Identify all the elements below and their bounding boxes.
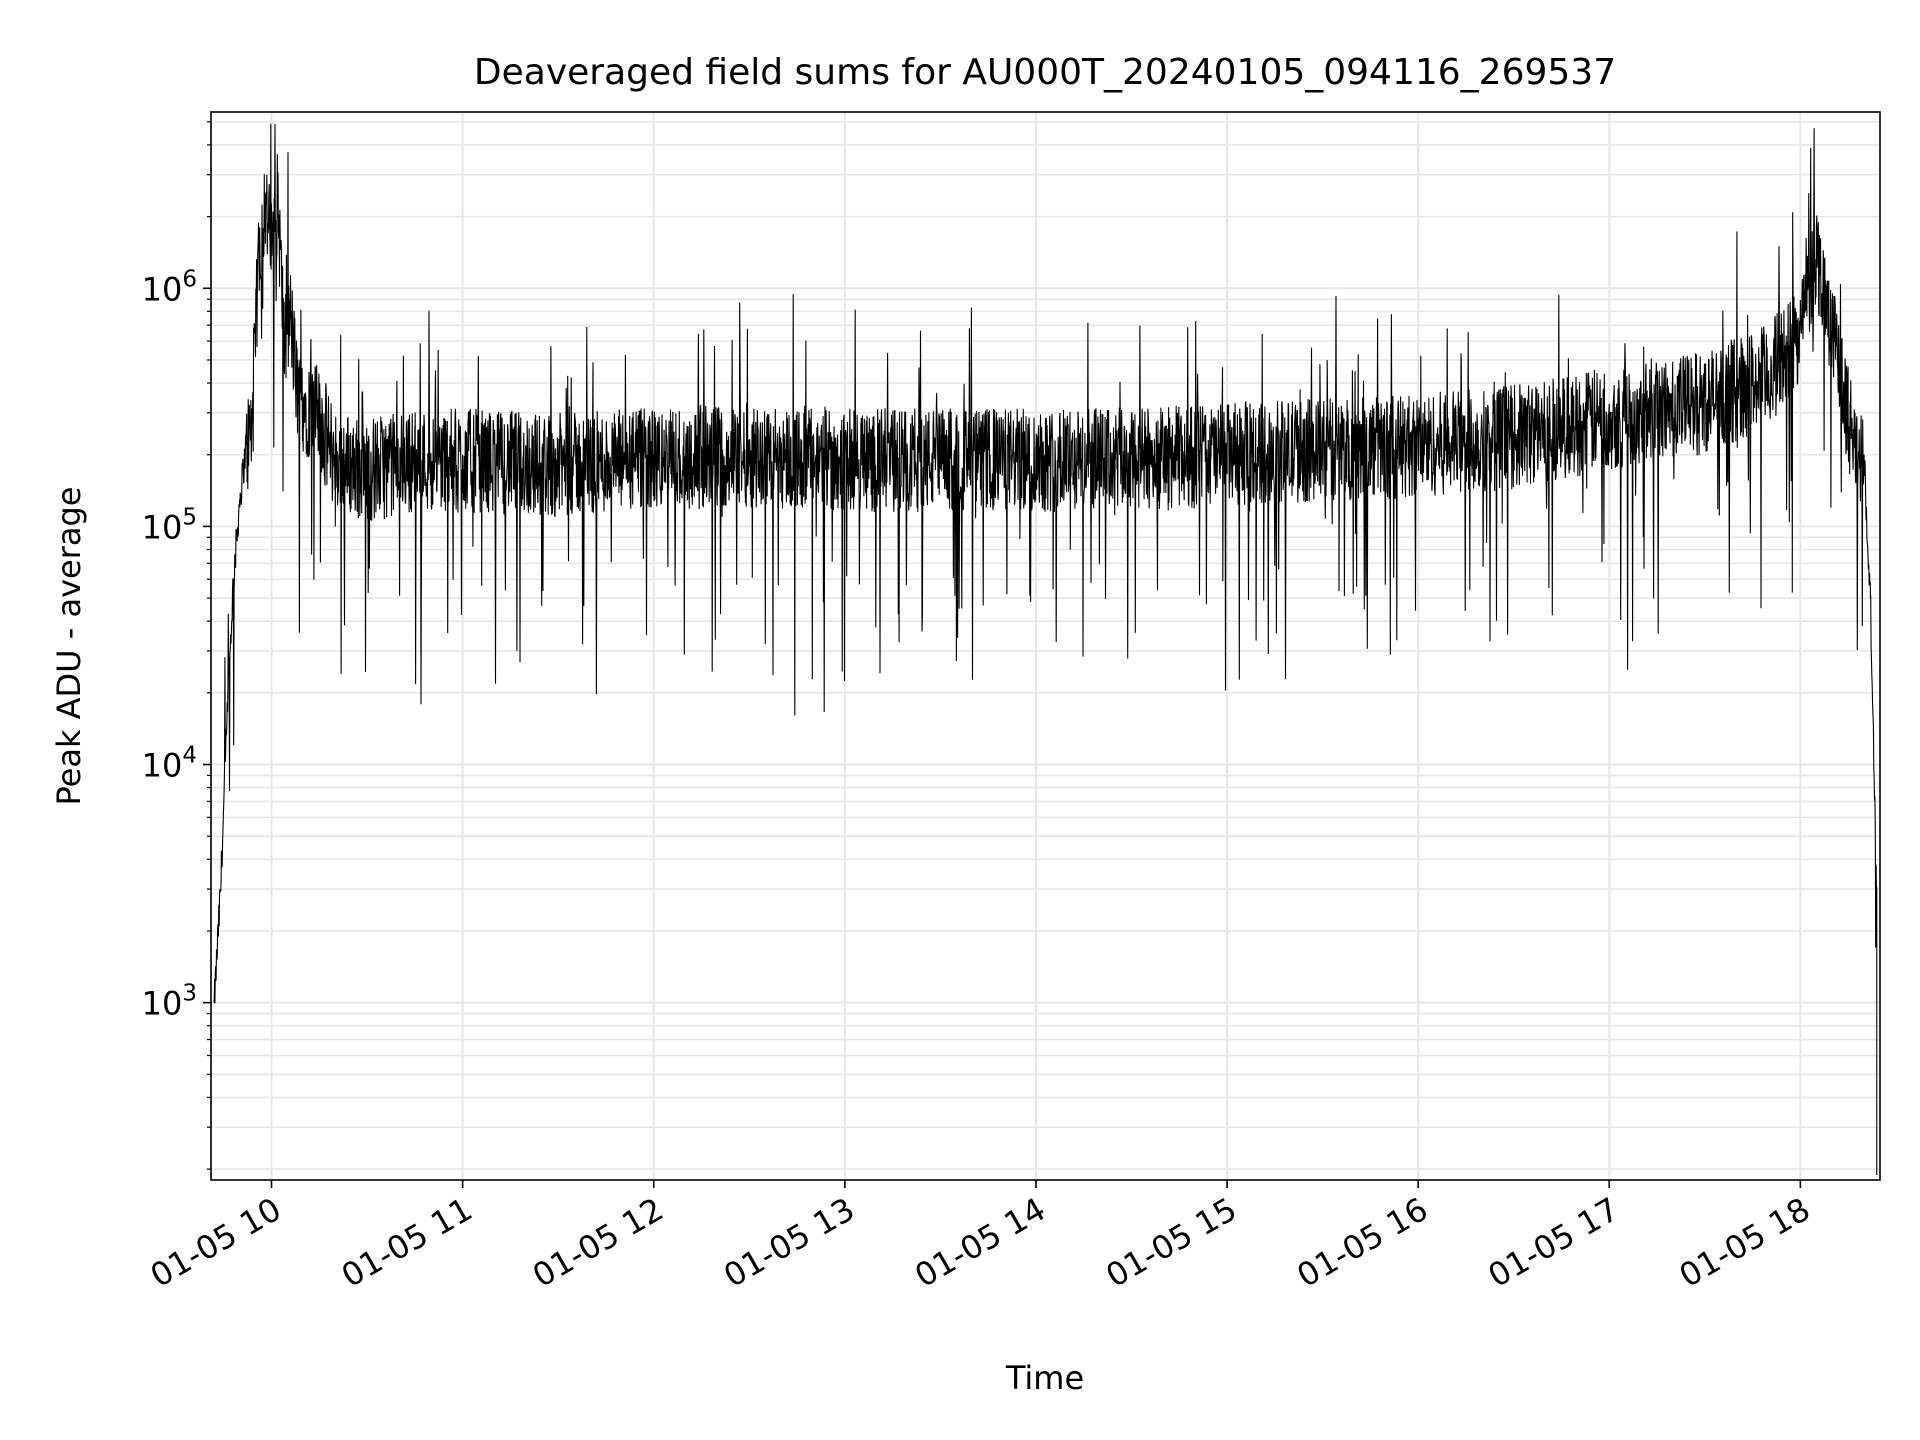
y-axis-label: Peak ADU - average: [50, 487, 88, 806]
y-tick-label: 106: [142, 266, 197, 308]
chart-title: Deaveraged field sums for AU000T_2024010…: [474, 52, 1616, 93]
series-line: [213, 123, 1878, 1175]
plot-frame: [210, 111, 1881, 1181]
x-axis-label: Time: [1005, 1359, 1084, 1397]
y-tick-label: 105: [142, 504, 197, 546]
y-tick-label: 103: [142, 981, 197, 1023]
grid-lines: [211, 112, 1880, 1180]
y-tick-label: 104: [142, 743, 197, 785]
series-layer: [213, 123, 1878, 1175]
y-axis: 103 104 105 106: [142, 121, 211, 1170]
